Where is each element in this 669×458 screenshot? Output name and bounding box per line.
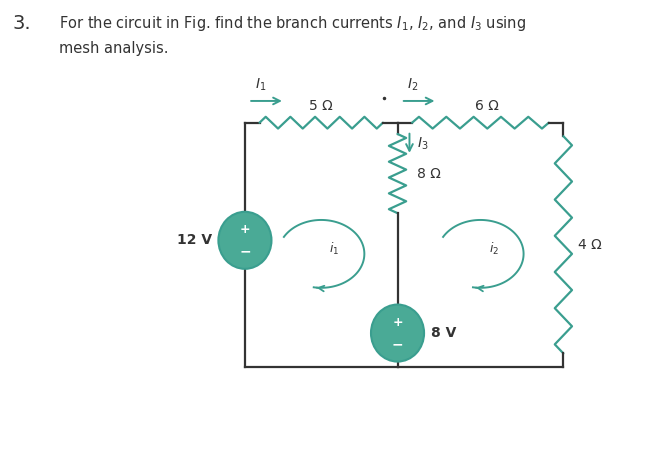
Text: −: − <box>239 244 251 258</box>
Text: 3.: 3. <box>13 14 31 33</box>
Ellipse shape <box>218 212 272 269</box>
Ellipse shape <box>371 305 424 361</box>
Text: $i_1$: $i_1$ <box>329 241 340 257</box>
Text: 12 V: 12 V <box>177 233 212 247</box>
Text: 6 Ω: 6 Ω <box>475 99 499 113</box>
Text: −: − <box>392 337 403 351</box>
Text: $I_2$: $I_2$ <box>407 76 418 93</box>
Text: For the circuit in Fig. find the branch currents $I_1$, $I_2$, and $I_3$ using
m: For the circuit in Fig. find the branch … <box>59 14 527 56</box>
Text: +: + <box>240 223 250 236</box>
Text: $i_2$: $i_2$ <box>488 241 499 257</box>
Text: $I_1$: $I_1$ <box>254 76 266 93</box>
Text: 4 Ω: 4 Ω <box>578 238 601 252</box>
Text: 8 V: 8 V <box>431 326 456 340</box>
Text: $I_3$: $I_3$ <box>417 135 429 152</box>
Text: 8 Ω: 8 Ω <box>417 167 442 180</box>
Text: +: + <box>392 316 403 329</box>
Text: 5 Ω: 5 Ω <box>309 99 333 113</box>
